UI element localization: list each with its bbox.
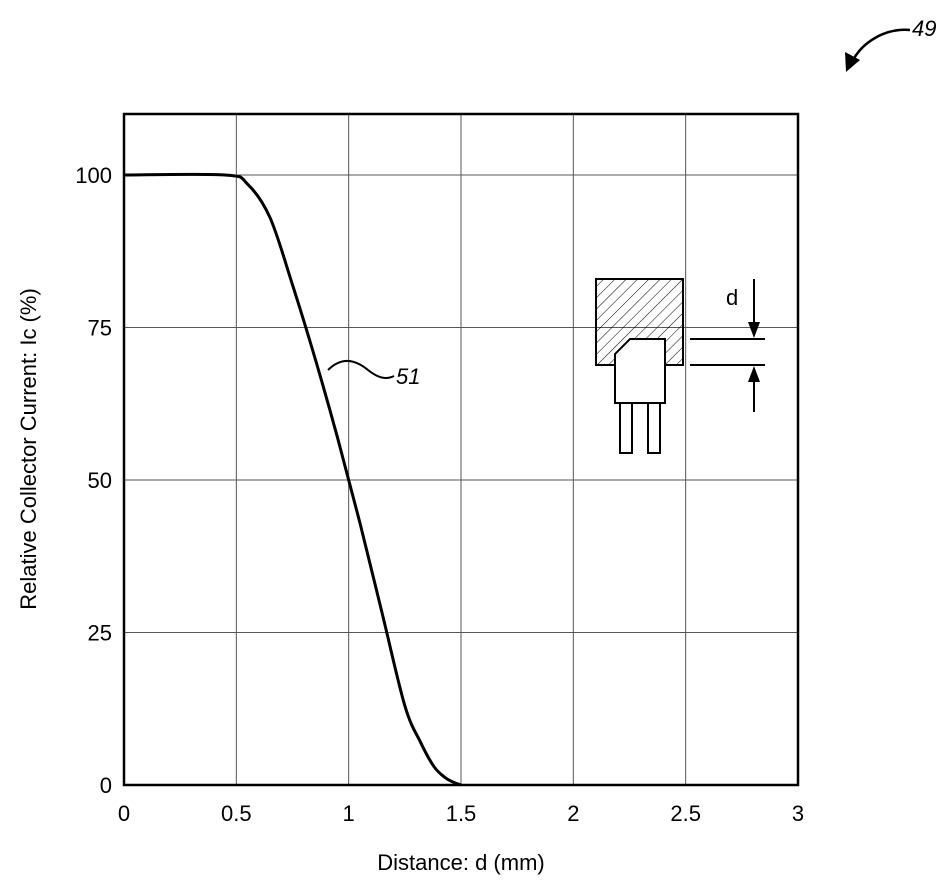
figure-number: 49 — [912, 16, 936, 41]
x-tick-label: 3 — [792, 801, 804, 826]
inset-lead-left — [620, 403, 632, 453]
figure-arrow-head — [845, 52, 860, 72]
inset-diagram: d — [596, 279, 765, 453]
x-tick-label: 2 — [567, 801, 579, 826]
tick-labels: 0 0.5 1 1.5 2 2.5 3 0 25 50 75 100 — [75, 163, 804, 826]
y-tick-label: 75 — [88, 316, 112, 341]
x-tick-label: 2.5 — [670, 801, 701, 826]
x-axis-title: Distance: d (mm) — [377, 850, 544, 875]
y-tick-label: 0 — [100, 773, 112, 798]
x-tick-label: 1 — [343, 801, 355, 826]
y-axis-title: Relative Collector Current: Ic (%) — [16, 288, 41, 610]
inset-component — [615, 339, 665, 403]
y-tick-label: 50 — [88, 468, 112, 493]
x-tick-label: 0 — [118, 801, 130, 826]
figure-arrow — [852, 30, 910, 62]
grid — [124, 114, 798, 785]
dimension-arrow-up-head — [748, 366, 760, 382]
annotation-leader — [328, 361, 394, 378]
inset-label-d: d — [726, 285, 738, 310]
x-tick-label: 1.5 — [446, 801, 477, 826]
y-tick-label: 100 — [75, 163, 112, 188]
inset-lead-right — [648, 403, 660, 453]
x-tick-label: 0.5 — [221, 801, 252, 826]
dimension-arrow-down-head — [748, 322, 760, 338]
annotation-label: 51 — [396, 364, 420, 389]
y-tick-label: 25 — [88, 621, 112, 646]
